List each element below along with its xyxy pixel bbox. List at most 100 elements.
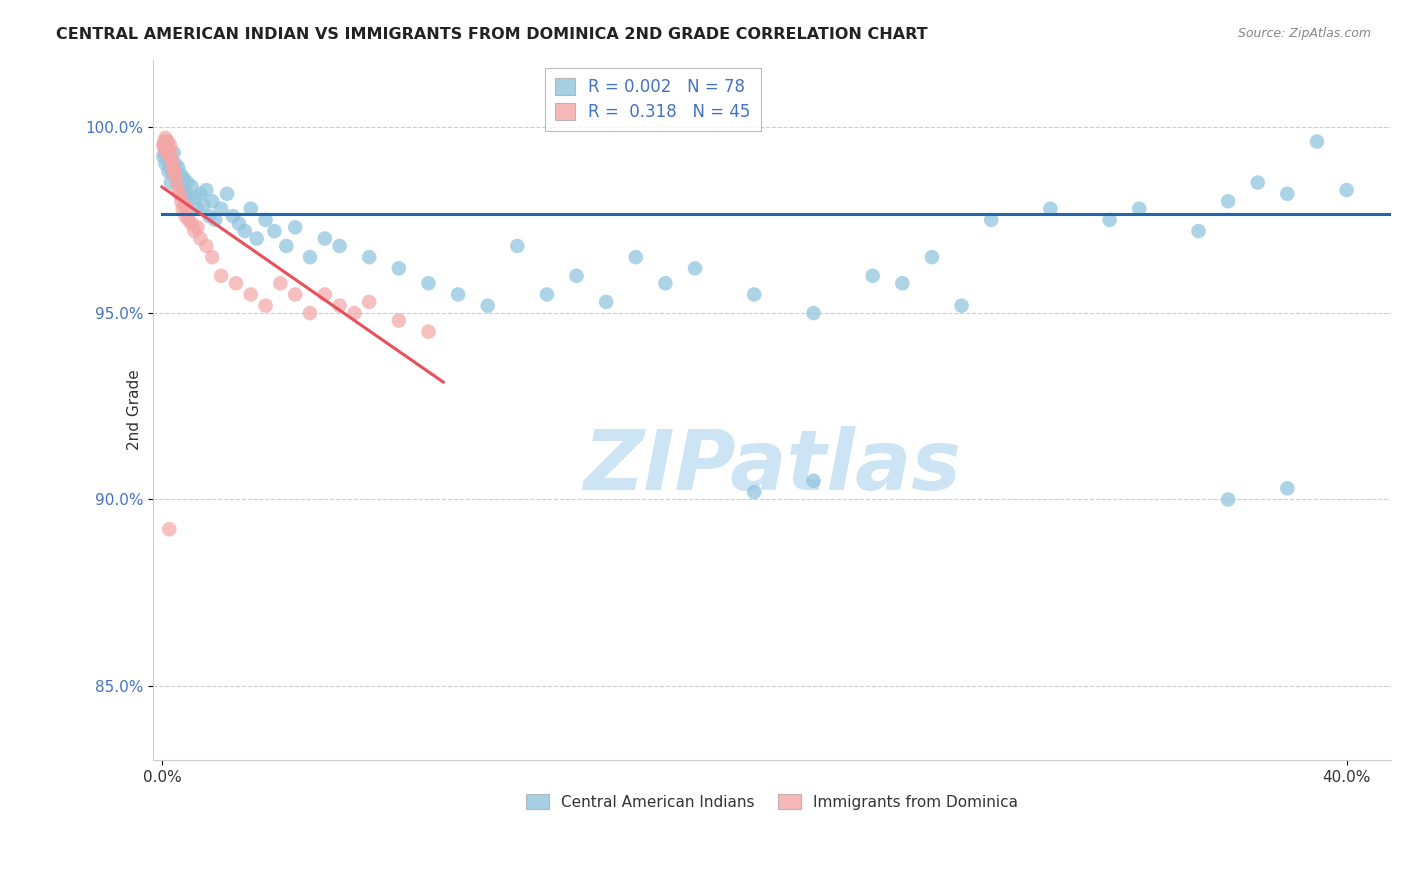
Point <box>477 299 499 313</box>
Point <box>343 306 366 320</box>
Point <box>862 268 884 283</box>
Point <box>329 299 352 313</box>
Point <box>152 138 174 153</box>
Point <box>157 149 180 163</box>
Point <box>418 277 440 291</box>
Point <box>162 161 184 175</box>
Point <box>186 202 208 216</box>
Point <box>418 325 440 339</box>
Point <box>153 138 176 153</box>
Point <box>246 231 269 245</box>
Point <box>921 250 943 264</box>
Point <box>359 294 381 309</box>
Point <box>1216 194 1239 209</box>
Point <box>157 157 180 171</box>
Point <box>153 145 176 160</box>
Point <box>195 239 218 253</box>
Point <box>170 168 193 182</box>
Point <box>1039 202 1062 216</box>
Point <box>155 157 177 171</box>
Point <box>157 164 180 178</box>
Point <box>980 213 1002 227</box>
Point <box>1187 224 1209 238</box>
Point <box>254 299 277 313</box>
Point <box>169 176 191 190</box>
Y-axis label: 2nd Grade: 2nd Grade <box>127 369 142 450</box>
Point <box>170 194 193 209</box>
Point <box>1128 202 1150 216</box>
Point <box>173 198 195 212</box>
Point <box>166 172 188 186</box>
Point <box>162 157 184 171</box>
Point <box>173 172 195 186</box>
Point <box>193 198 215 212</box>
Point <box>225 277 247 291</box>
Point <box>172 202 194 216</box>
Point <box>284 220 307 235</box>
Point <box>314 287 336 301</box>
Point <box>595 294 617 309</box>
Point <box>239 287 262 301</box>
Point <box>180 179 202 194</box>
Point <box>177 194 200 209</box>
Point <box>683 261 706 276</box>
Point <box>156 142 179 156</box>
Point <box>176 176 198 190</box>
Point <box>160 153 183 168</box>
Point <box>742 287 765 301</box>
Point <box>209 268 232 283</box>
Point <box>1336 183 1358 197</box>
Point <box>159 149 181 163</box>
Point <box>177 213 200 227</box>
Point <box>163 145 186 160</box>
Point <box>1216 492 1239 507</box>
Point <box>159 138 181 153</box>
Text: Source: ZipAtlas.com: Source: ZipAtlas.com <box>1237 27 1371 40</box>
Point <box>183 190 205 204</box>
Point <box>215 186 238 201</box>
Point <box>190 186 212 201</box>
Point <box>204 213 226 227</box>
Point <box>167 161 190 175</box>
Point <box>166 176 188 190</box>
Point <box>254 213 277 227</box>
Point <box>209 202 232 216</box>
Point <box>314 231 336 245</box>
Point <box>803 474 825 488</box>
Point <box>284 287 307 301</box>
Point <box>654 277 676 291</box>
Point <box>329 239 352 253</box>
Point <box>155 135 177 149</box>
Point <box>1247 176 1270 190</box>
Text: CENTRAL AMERICAN INDIAN VS IMMIGRANTS FROM DOMINICA 2ND GRADE CORRELATION CHART: CENTRAL AMERICAN INDIAN VS IMMIGRANTS FR… <box>56 27 928 42</box>
Point <box>263 224 285 238</box>
Point <box>162 164 184 178</box>
Point <box>233 224 256 238</box>
Point <box>201 250 224 264</box>
Point <box>565 268 588 283</box>
Point <box>388 261 411 276</box>
Point <box>163 164 186 178</box>
Point <box>180 217 202 231</box>
Point <box>169 186 191 201</box>
Point <box>742 485 765 500</box>
Point <box>388 313 411 327</box>
Point <box>222 209 245 223</box>
Point <box>190 231 212 245</box>
Point <box>186 220 208 235</box>
Text: ZIPatlas: ZIPatlas <box>583 425 960 507</box>
Point <box>159 176 181 190</box>
Point <box>156 145 179 160</box>
Point <box>159 145 181 160</box>
Point <box>269 277 291 291</box>
Point <box>165 157 187 171</box>
Point <box>359 250 381 264</box>
Point <box>152 149 174 163</box>
Point <box>183 224 205 238</box>
Point <box>165 168 187 182</box>
Point <box>891 277 914 291</box>
Point <box>155 131 177 145</box>
Point <box>156 153 179 168</box>
Point <box>172 183 194 197</box>
Point <box>1277 481 1299 495</box>
